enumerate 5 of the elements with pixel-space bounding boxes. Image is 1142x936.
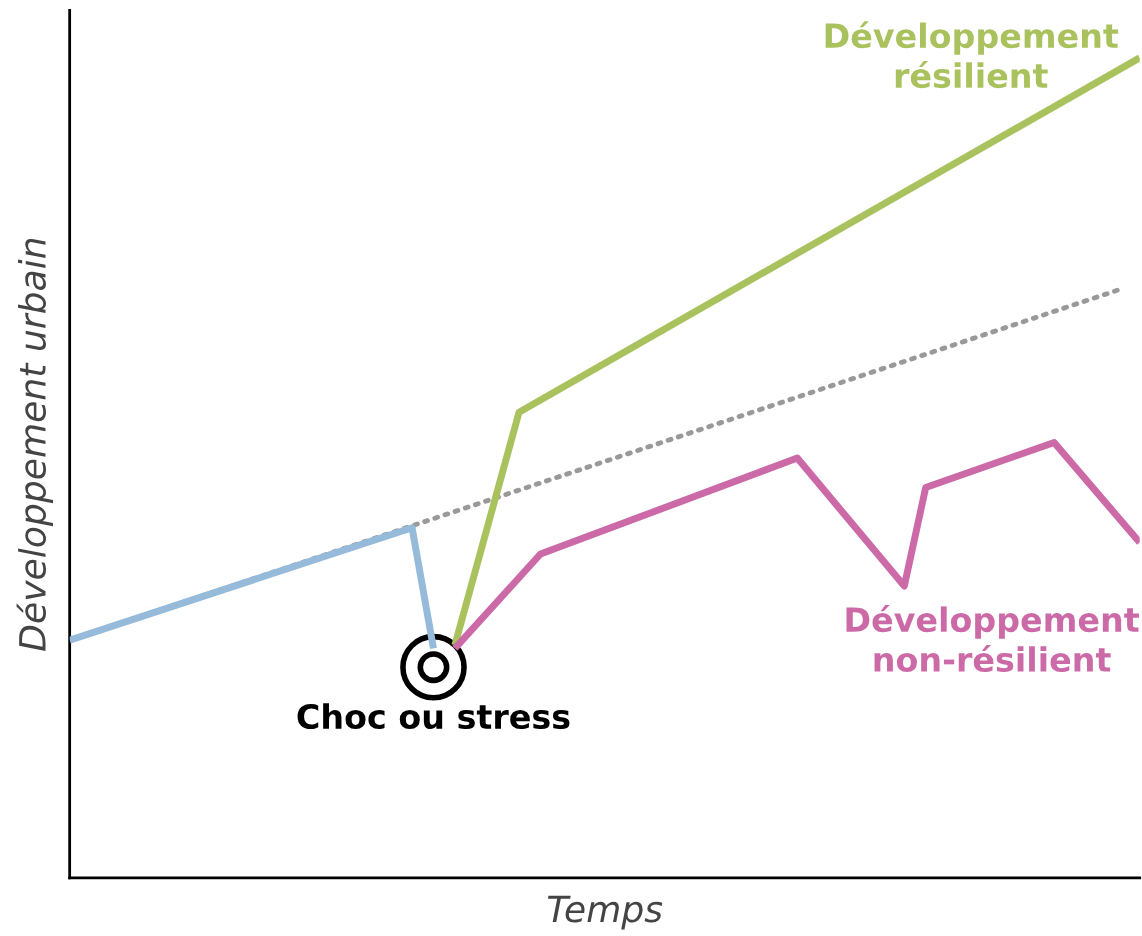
y-axis-title: Développement urbain	[16, 238, 53, 651]
series-label: Développement non-résilient	[846, 605, 1139, 673]
series-label: Développement résilient	[825, 21, 1119, 89]
x-axis-title: Temps	[547, 895, 663, 930]
annotation: Choc ou stress	[297, 703, 570, 730]
